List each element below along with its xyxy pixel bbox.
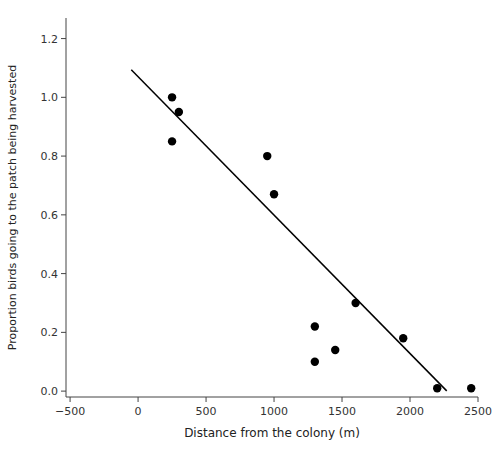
- scatter-point: [433, 384, 441, 392]
- y-tick-label: 0.6: [41, 209, 59, 222]
- y-tick: [61, 38, 66, 39]
- plot-area: [131, 70, 475, 393]
- x-tick: [478, 397, 479, 402]
- y-tick-label: 1.2: [41, 33, 59, 46]
- x-tick: [410, 397, 411, 402]
- regression-line: [131, 70, 446, 391]
- y-axis-line: [66, 18, 67, 397]
- y-tick: [61, 391, 66, 392]
- scatter-point: [351, 299, 359, 307]
- y-tick: [61, 214, 66, 215]
- x-tick: [206, 397, 207, 402]
- scatter-point: [270, 190, 278, 198]
- y-tick-label: 0.0: [41, 385, 59, 398]
- y-tick-label: 1.0: [41, 91, 59, 104]
- x-tick: [138, 397, 139, 402]
- y-tick: [61, 332, 66, 333]
- x-axis-line: [66, 397, 478, 398]
- y-tick: [61, 97, 66, 98]
- scatter-point: [263, 152, 271, 160]
- y-axis-label: Proportion birds going to the patch bein…: [6, 65, 19, 350]
- x-tick: [70, 397, 71, 402]
- x-tick-label: 0: [135, 405, 142, 418]
- x-tick-label: 1000: [260, 405, 288, 418]
- scatter-point: [175, 108, 183, 116]
- scatter-point: [168, 93, 176, 101]
- y-tick: [61, 156, 66, 157]
- x-tick-label: −500: [55, 405, 85, 418]
- x-tick: [342, 397, 343, 402]
- x-tick: [274, 397, 275, 402]
- scatter-point: [399, 334, 407, 342]
- y-tick-label: 0.4: [41, 268, 59, 281]
- y-tick-label: 0.8: [41, 150, 59, 163]
- chart: −500 0 500 1000 1500 2000 2500 0.0 0.2 0.4 0.6 0.8 1…: [0, 0, 500, 449]
- scatter-point: [331, 346, 339, 354]
- x-tick-label: 1500: [328, 405, 356, 418]
- scatter-point: [168, 137, 176, 145]
- x-tick-label: 2500: [464, 405, 492, 418]
- x-axis-label: Distance from the colony (m): [184, 426, 360, 440]
- x-tick-label: 2000: [396, 405, 424, 418]
- y-tick-label: 0.2: [41, 326, 59, 339]
- scatter-point: [467, 384, 475, 392]
- x-tick-label: 500: [196, 405, 217, 418]
- scatter-point: [311, 322, 319, 330]
- y-tick: [61, 273, 66, 274]
- scatter-point: [311, 358, 319, 366]
